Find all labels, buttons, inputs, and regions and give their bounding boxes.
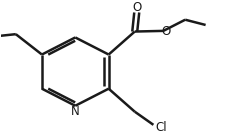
Text: O: O [162,25,171,38]
Text: O: O [132,1,141,14]
Text: Cl: Cl [156,121,167,134]
Text: N: N [71,105,80,118]
